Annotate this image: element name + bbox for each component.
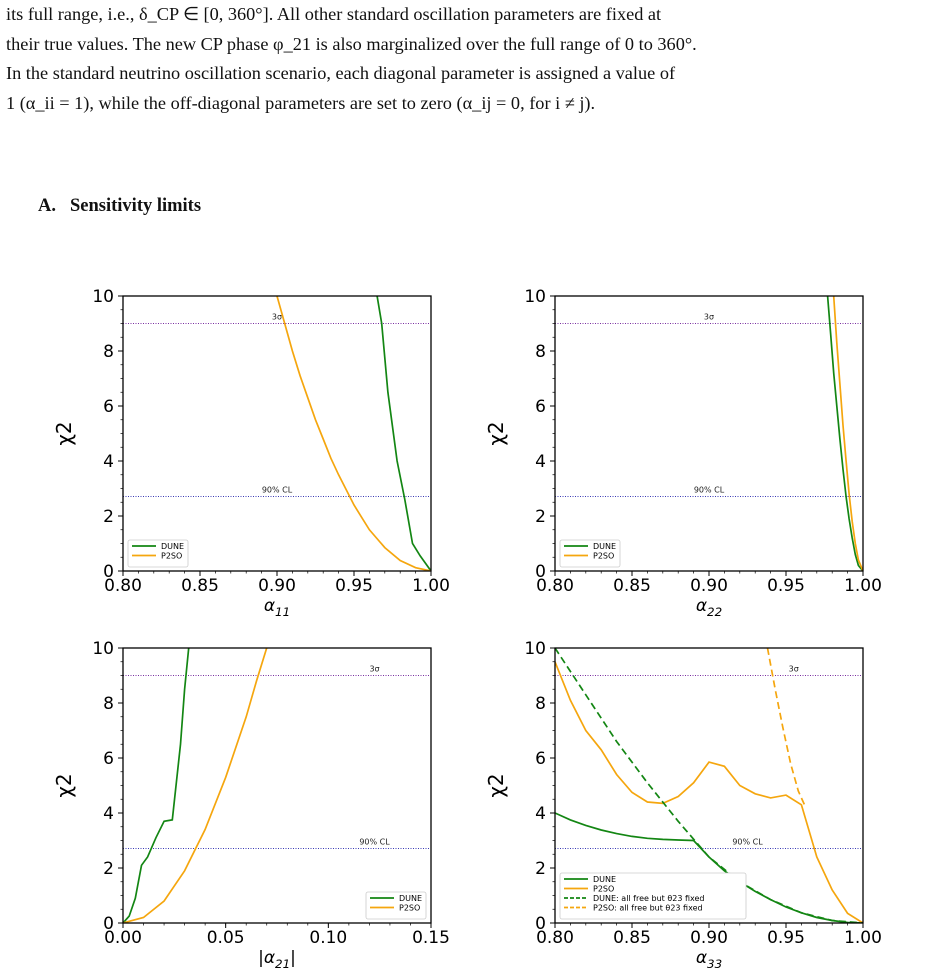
y-tick-label: 4: [535, 452, 546, 472]
legend-entry: P2SO: all free but θ23 fixed: [593, 904, 703, 913]
y-tick-label: 4: [103, 804, 114, 824]
chart-panel-4: 3σ 90% CL 0.80 0.85 0.90 0.95 1.00 0 2 4 6 8 10 α33 χ2…: [484, 639, 882, 971]
x-axis-label: α33: [696, 948, 722, 971]
x-tick-label: 0.00: [104, 928, 142, 948]
x-axis-label: |α21|: [258, 948, 296, 971]
x-tick-label: 0.95: [767, 576, 805, 596]
y-tick-label: 10: [92, 287, 114, 307]
y-tick-label: 10: [92, 639, 114, 659]
x-axis-label: α11: [264, 596, 290, 619]
x-axis-label: α22: [696, 596, 722, 619]
series-line-1: [376, 296, 431, 571]
series-line-2: [276, 296, 431, 571]
y-tick-label: 0: [535, 914, 546, 934]
x-tick-label: 0.85: [181, 576, 219, 596]
x-tick-label: 1.00: [844, 576, 882, 596]
y-tick-label: 0: [103, 562, 114, 582]
y-tick-label: 6: [535, 397, 546, 417]
series-line-2: [832, 296, 863, 571]
x-tick-label: 0.90: [690, 928, 728, 948]
chart-panel-1: 3σ 90% CL 0.80 0.85 0.90 0.95 1.00 0 2 4 6 8 10 α11 χ2…: [52, 287, 450, 619]
body-paragraph: its full range, i.e., δ_CP ∈ [0, 360°]. …: [6, 0, 940, 118]
reference-line-label: 90% CL: [359, 837, 390, 846]
legend-entry: P2SO: [593, 552, 614, 561]
y-axis-label: χ2: [484, 773, 508, 797]
y-tick-label: 8: [103, 342, 114, 362]
x-tick-label: 0.15: [412, 928, 450, 948]
chart-panel-3: 3σ 90% CL 0.00 0.05 0.10 0.15 0 2 4 6 8 10 |α21| χ2 DU…: [52, 639, 450, 971]
y-axis-label: χ2: [52, 421, 76, 445]
y-tick-label: 8: [535, 342, 546, 362]
y-axis-label: χ2: [484, 421, 508, 445]
y-tick-label: 6: [535, 749, 546, 769]
y-axis-label: χ2: [52, 773, 76, 797]
reference-line-label: 3σ: [704, 313, 714, 322]
legend-box: [559, 872, 747, 920]
y-tick-label: 4: [103, 452, 114, 472]
x-tick-label: 1.00: [412, 576, 450, 596]
x-tick-label: 0.90: [258, 576, 296, 596]
y-tick-label: 2: [535, 507, 546, 527]
x-tick-label: 0.10: [309, 928, 347, 948]
legend-entry: DUNE: [161, 542, 184, 551]
y-tick-label: 0: [103, 914, 114, 934]
x-tick-label: 1.00: [844, 928, 882, 948]
x-tick-label: 0.80: [536, 928, 574, 948]
y-tick-label: 0: [535, 562, 546, 582]
x-tick-label: 0.80: [104, 576, 142, 596]
legend-entry: DUNE: [593, 875, 616, 884]
y-tick-label: 8: [535, 694, 546, 714]
series-line-2: [123, 648, 268, 923]
y-tick-label: 2: [103, 859, 114, 879]
x-tick-label: 0.95: [335, 576, 373, 596]
legend-entry: DUNE: [593, 542, 616, 551]
legend-entry: DUNE: all free but θ23 fixed: [593, 894, 704, 903]
paragraph-line-2: their true values. The new CP phase φ_21…: [6, 33, 697, 54]
paragraph-line-3: In the standard neutrino oscillation sce…: [6, 63, 676, 83]
series-line-4: [766, 648, 806, 806]
series-line-1: [123, 648, 190, 923]
series-line-3: [555, 648, 863, 923]
reference-line-label: 90% CL: [262, 485, 293, 494]
y-tick-label: 6: [103, 749, 114, 769]
y-tick-label: 2: [535, 859, 546, 879]
legend-entry: DUNE: [399, 894, 422, 903]
reference-line-label: 90% CL: [694, 485, 725, 494]
y-tick-label: 4: [535, 804, 546, 824]
reference-line-label: 90% CL: [732, 837, 763, 846]
legend-entry: P2SO: [399, 904, 420, 913]
paragraph-line-4: 1 (α_ii = 1), while the off-diagonal par…: [6, 92, 596, 113]
reference-line-label: 3σ: [369, 665, 379, 674]
section-heading: A. Sensitivity limits: [38, 196, 201, 217]
y-tick-label: 2: [103, 507, 114, 527]
y-tick-label: 6: [103, 397, 114, 417]
legend-entry: P2SO: [161, 552, 182, 561]
section-number: A.: [38, 196, 56, 216]
x-tick-label: 0.05: [207, 928, 245, 948]
series-line-2: [555, 661, 863, 923]
x-tick-label: 0.85: [613, 576, 651, 596]
y-tick-label: 10: [524, 639, 546, 659]
reference-line-label: 3σ: [272, 313, 282, 322]
reference-line-label: 3σ: [789, 665, 799, 674]
x-tick-label: 0.80: [536, 576, 574, 596]
plot-frame: [122, 647, 432, 924]
paragraph-line-1: its full range, i.e., δ_CP ∈ [0, 360°]. …: [6, 4, 662, 24]
y-tick-label: 8: [103, 694, 114, 714]
x-tick-label: 0.85: [613, 928, 651, 948]
y-tick-label: 10: [524, 287, 546, 307]
plot-frame: [554, 295, 864, 572]
plot-frame: [122, 295, 432, 572]
section-title: Sensitivity limits: [70, 196, 202, 216]
series-line-1: [826, 296, 863, 571]
chart-panel-2: 3σ 90% CL 0.80 0.85 0.90 0.95 1.00 0 2 4 6 8 10 α22 χ2…: [484, 287, 882, 619]
x-tick-label: 0.95: [767, 928, 805, 948]
x-tick-label: 0.90: [690, 576, 728, 596]
legend-entry: P2SO: [593, 885, 614, 894]
